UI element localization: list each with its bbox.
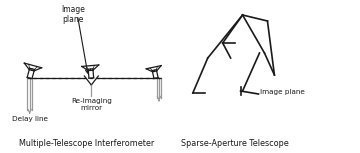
Text: Image
plane: Image plane xyxy=(62,5,85,24)
Text: Multiple-Telescope Interferometer: Multiple-Telescope Interferometer xyxy=(19,139,154,148)
Text: Image plane: Image plane xyxy=(261,89,305,95)
Text: Delay line: Delay line xyxy=(12,116,48,122)
Text: Re-imaging
mirror: Re-imaging mirror xyxy=(71,98,112,111)
Text: Sparse-Aperture Telescope: Sparse-Aperture Telescope xyxy=(181,139,288,148)
